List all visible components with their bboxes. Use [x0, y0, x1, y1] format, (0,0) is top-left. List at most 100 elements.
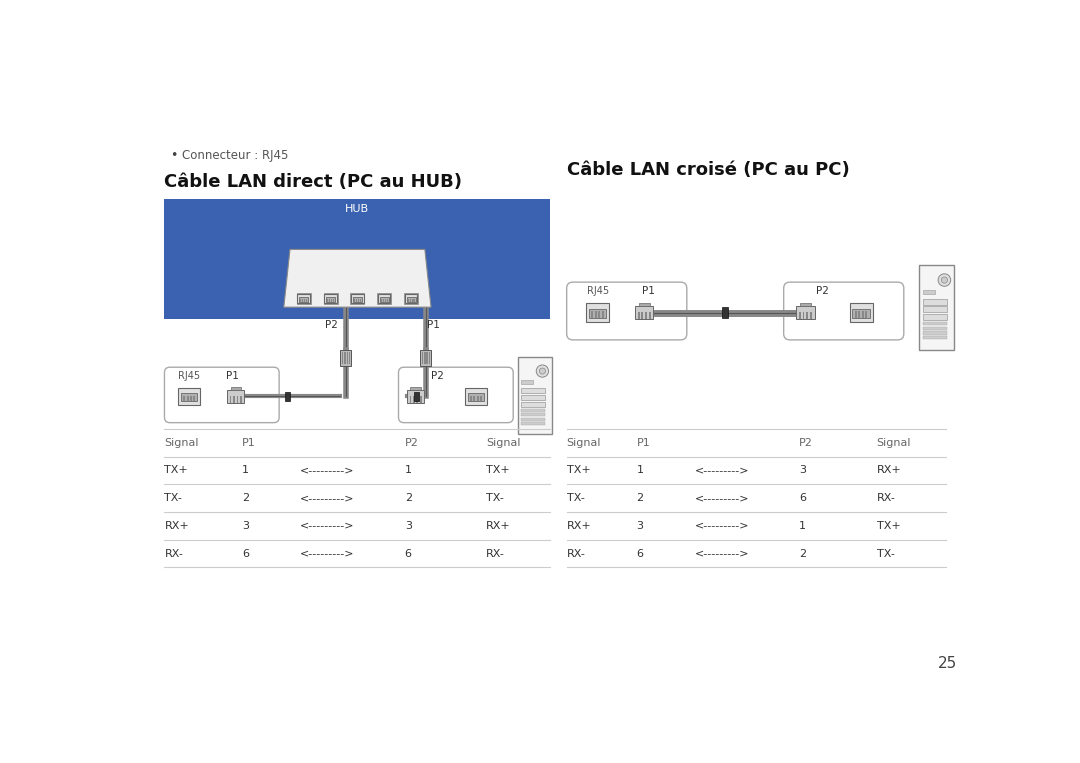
Bar: [353, 297, 362, 302]
Text: 3: 3: [799, 465, 806, 475]
Bar: [411, 298, 413, 302]
Text: 2: 2: [799, 549, 807, 559]
Bar: [922, 298, 947, 304]
Bar: [357, 298, 359, 302]
Bar: [852, 309, 869, 318]
Text: P1: P1: [428, 320, 440, 330]
Text: RX+: RX+: [877, 465, 902, 475]
Bar: [382, 298, 383, 302]
Bar: [865, 311, 867, 318]
Bar: [810, 312, 812, 320]
Text: Connecteur : RJ45: Connecteur : RJ45: [181, 149, 288, 162]
Bar: [602, 311, 604, 318]
Bar: [922, 336, 947, 340]
Bar: [420, 396, 421, 403]
Bar: [522, 422, 545, 425]
Bar: [377, 293, 391, 304]
Bar: [356, 298, 357, 302]
Bar: [340, 349, 351, 366]
Text: P1: P1: [642, 286, 654, 296]
Text: RX+: RX+: [567, 521, 592, 531]
Bar: [922, 327, 947, 330]
Text: RJ45: RJ45: [178, 372, 200, 382]
Text: 1: 1: [242, 465, 249, 475]
Bar: [522, 417, 545, 420]
Text: P1: P1: [636, 438, 650, 448]
Bar: [417, 396, 418, 403]
Text: TX+: TX+: [164, 465, 188, 475]
Text: TX-: TX-: [567, 493, 584, 503]
Text: <--------->: <--------->: [300, 493, 354, 503]
Bar: [592, 311, 594, 318]
Text: RX-: RX-: [877, 493, 895, 503]
Text: P2: P2: [431, 372, 444, 382]
Bar: [181, 393, 198, 401]
Bar: [342, 352, 343, 364]
Bar: [285, 392, 289, 401]
Bar: [922, 290, 935, 295]
Bar: [300, 298, 301, 302]
Bar: [347, 352, 348, 364]
Text: 6: 6: [636, 549, 644, 559]
Bar: [178, 388, 200, 405]
Bar: [380, 297, 389, 302]
Bar: [187, 395, 189, 401]
Bar: [429, 352, 430, 364]
Bar: [799, 312, 800, 320]
Bar: [351, 294, 364, 304]
FancyBboxPatch shape: [784, 282, 904, 340]
Text: Signal: Signal: [567, 438, 602, 448]
Bar: [349, 352, 350, 364]
Text: RX+: RX+: [486, 521, 511, 531]
Bar: [468, 393, 484, 401]
Bar: [302, 298, 303, 302]
Bar: [476, 395, 478, 401]
Bar: [378, 294, 391, 304]
Bar: [802, 312, 805, 320]
Bar: [586, 304, 609, 322]
Text: <--------->: <--------->: [300, 521, 354, 531]
Text: P2: P2: [325, 320, 338, 330]
Text: RX+: RX+: [164, 521, 189, 531]
Text: Signal: Signal: [164, 438, 199, 448]
Bar: [297, 294, 310, 304]
Text: P2: P2: [816, 286, 828, 296]
Text: <--------->: <--------->: [694, 521, 748, 531]
Bar: [922, 306, 947, 312]
Text: <--------->: <--------->: [694, 465, 748, 475]
Bar: [406, 297, 416, 302]
Bar: [381, 298, 382, 302]
Text: TX-: TX-: [164, 493, 183, 503]
Bar: [855, 311, 858, 318]
Text: 3: 3: [405, 521, 411, 531]
Bar: [306, 298, 307, 302]
Bar: [522, 388, 545, 394]
Bar: [642, 312, 644, 320]
Bar: [473, 395, 475, 401]
Text: 2: 2: [242, 493, 249, 503]
Bar: [330, 298, 332, 302]
FancyBboxPatch shape: [399, 367, 513, 423]
Bar: [333, 298, 334, 302]
Bar: [231, 388, 241, 391]
Bar: [297, 293, 311, 304]
Text: TX-: TX-: [486, 493, 504, 503]
Bar: [387, 298, 388, 302]
Bar: [350, 293, 364, 304]
Text: <--------->: <--------->: [694, 493, 748, 503]
Text: P2: P2: [405, 438, 419, 448]
Text: TX+: TX+: [486, 465, 510, 475]
Bar: [796, 306, 814, 320]
Bar: [414, 298, 415, 302]
Bar: [404, 293, 418, 304]
Text: 2: 2: [405, 493, 411, 503]
Bar: [470, 395, 472, 401]
Circle shape: [539, 368, 545, 374]
Bar: [164, 199, 551, 319]
Text: 3: 3: [242, 521, 249, 531]
Bar: [324, 294, 337, 304]
Text: TX+: TX+: [567, 465, 591, 475]
Bar: [414, 392, 419, 401]
Bar: [354, 298, 355, 302]
Bar: [922, 322, 947, 325]
